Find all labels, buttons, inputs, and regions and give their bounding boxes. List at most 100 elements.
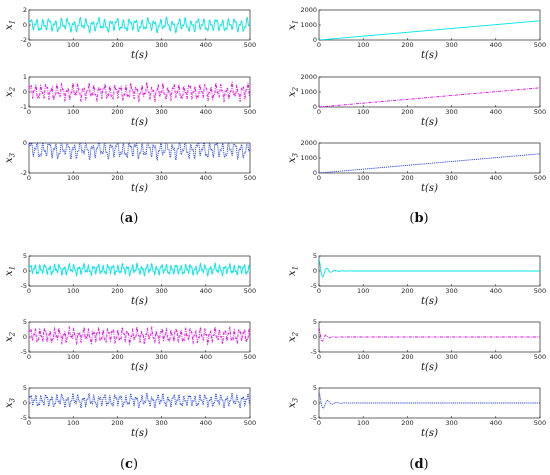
x-tick-label: 400 [200,419,212,427]
x-axis-label: t(s) [131,117,148,128]
x-axis-label: t(s) [421,183,438,194]
x-tick-label: 100 [67,108,79,116]
x-tick-label: 300 [445,287,457,295]
x-tick-label: 500 [244,174,256,182]
x-tick-label: 100 [357,353,369,361]
x-tick-label: 400 [200,287,212,295]
x-tick-label: 400 [200,41,212,49]
x-tick-label: 100 [357,174,369,182]
series-line-x3 [29,143,250,162]
x-tick-label: 100 [357,108,369,116]
y-tick-label: 0 [313,267,317,275]
y-tick-label: 0 [313,103,317,111]
x-tick-label: 500 [244,41,256,49]
x-axis-label: t(s) [421,117,438,128]
series-line-x1 [29,16,250,34]
x-tick-label: 500 [244,353,256,361]
series-line-x1 [29,261,250,277]
series-line-x1 [319,20,540,40]
y-tick-label: 5 [313,384,317,392]
y-axis-label: x2 [287,331,300,342]
y-axis-label: x3 [4,152,17,163]
x-tick-label: 0 [317,353,321,361]
y-tick-label: 2000 [300,73,317,81]
x-tick-label: 0 [27,108,31,116]
y-tick-label: 0 [23,267,27,275]
x-tick-label: 100 [67,41,79,49]
x-tick-label: 100 [67,174,79,182]
x-tick-label: 100 [67,419,79,427]
x-tick-label: 0 [317,287,321,295]
x-tick-label: 200 [401,287,413,295]
panel-label-d: (d) [409,457,428,472]
y-tick-label: -5 [21,282,27,290]
x-axis-label: t(s) [131,428,148,439]
series-line-x2 [319,327,540,342]
y-tick-label: 0 [23,333,27,341]
y-tick-label: 0 [313,399,317,407]
y-tick-label: -5 [311,348,317,356]
x-tick-label: 100 [67,287,79,295]
y-tick-label: 2000 [300,139,317,147]
x-tick-label: 400 [490,108,502,116]
x-axis-label: t(s) [421,428,438,439]
y-axis-label: x2 [287,86,300,97]
panel-label-c: (c) [120,457,138,472]
x-tick-label: 500 [244,419,256,427]
x-tick-label: 400 [200,174,212,182]
x-tick-label: 300 [155,353,167,361]
series-line-x1 [319,258,540,278]
x-tick-label: 0 [27,353,31,361]
x-tick-label: 300 [155,41,167,49]
x-tick-label: 300 [155,108,167,116]
y-tick-label: 5 [313,318,317,326]
x-tick-label: 300 [445,419,457,427]
x-axis-label: t(s) [421,296,438,307]
x-tick-label: 400 [490,174,502,182]
x-tick-label: 500 [534,174,546,182]
x-tick-label: 200 [111,41,123,49]
y-tick-label: -5 [21,414,27,422]
y-tick-label: 0 [23,88,27,96]
x-tick-label: 500 [244,287,256,295]
x-tick-label: 500 [534,419,546,427]
x-tick-label: 500 [534,41,546,49]
y-axis-label: x1 [287,20,300,30]
x-axis-label: t(s) [131,50,148,61]
y-axis-label: x3 [4,397,17,408]
series-line-x2 [29,325,250,346]
x-tick-label: 200 [401,174,413,182]
y-axis-label: x1 [4,266,17,276]
series-line-x3 [319,153,540,173]
y-tick-label: 1 [23,73,27,81]
x-tick-label: 100 [357,41,369,49]
y-tick-label: 1000 [300,154,317,162]
series-line-x3 [319,392,540,409]
x-tick-label: 200 [401,41,413,49]
x-tick-label: 400 [200,108,212,116]
y-tick-label: -5 [21,348,27,356]
x-tick-label: 200 [111,108,123,116]
x-tick-label: 500 [534,108,546,116]
x-tick-label: 400 [490,287,502,295]
series-line-x2 [319,87,540,107]
y-axis-label: x3 [287,397,300,408]
x-tick-label: 300 [445,353,457,361]
y-tick-label: 2000 [300,6,317,14]
x-tick-label: 0 [27,174,31,182]
y-tick-label: 0 [23,139,27,147]
y-axis-label: x1 [4,20,17,30]
y-tick-label: -2 [21,36,27,44]
x-tick-label: 200 [111,287,123,295]
x-tick-label: 0 [317,41,321,49]
y-tick-label: -2 [21,169,27,177]
y-tick-label: 0 [313,169,317,177]
x-axis-label: t(s) [131,296,148,307]
